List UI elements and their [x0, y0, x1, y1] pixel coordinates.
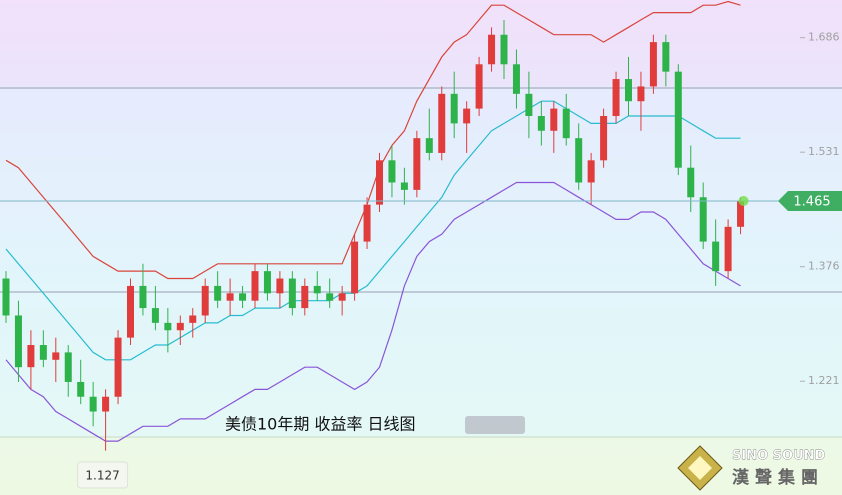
logo-en: SINO SOUND	[732, 449, 826, 464]
candle-body	[64, 352, 72, 382]
low-label: 1.127	[85, 469, 119, 483]
band-line	[5, 0, 741, 280]
candle-body	[338, 293, 346, 301]
candle-body	[500, 34, 508, 65]
candle-body	[400, 182, 408, 190]
candle-body	[475, 64, 483, 109]
candle-body	[263, 271, 271, 294]
chart-title: 美债10年期 收益率 日线图	[225, 415, 416, 434]
blur-box	[465, 416, 525, 434]
candle-body	[226, 293, 234, 301]
candle-body	[288, 278, 296, 309]
logo: SINO SOUND 漢聲集團	[677, 445, 826, 491]
y-tick-label: 1.686	[808, 31, 840, 44]
candle-body	[450, 93, 458, 124]
candle-body	[102, 396, 110, 412]
candle-body	[438, 93, 446, 153]
candle-body	[127, 285, 134, 338]
logo-zh: 漢聲集團	[732, 467, 824, 488]
candle-body	[89, 396, 97, 412]
candle-body	[612, 79, 620, 116]
candle-body	[139, 285, 147, 309]
candle-body	[201, 285, 209, 316]
y-tick-label: 1.531	[808, 145, 840, 158]
candle-body	[176, 322, 184, 331]
candle-body	[251, 271, 259, 301]
candle-body	[14, 315, 22, 368]
candle-body	[649, 42, 657, 87]
candle-body	[301, 285, 309, 309]
candle-body	[550, 108, 558, 131]
candle-body	[214, 285, 222, 301]
last-price-tag	[778, 190, 842, 211]
candle-body	[662, 42, 670, 72]
candle-body	[151, 308, 159, 323]
candle-body	[674, 71, 682, 168]
candle-body	[737, 200, 745, 227]
candle-body	[625, 79, 632, 102]
candle-body	[313, 285, 321, 294]
band-line	[5, 100, 741, 361]
candle-body	[587, 160, 595, 183]
candle-body	[575, 138, 583, 183]
candle-body	[27, 345, 35, 368]
candle-body	[114, 337, 122, 397]
candle-body	[488, 34, 496, 65]
last-price-label: 1.465	[793, 194, 830, 209]
candle-body	[77, 381, 85, 397]
candle-body	[326, 293, 334, 301]
candle-body	[463, 108, 471, 124]
candle-body	[189, 315, 197, 323]
last-price-dot	[738, 195, 749, 206]
candle-body	[351, 241, 359, 294]
candle-body	[363, 204, 371, 242]
candle-body	[512, 64, 520, 94]
candle-body	[164, 322, 172, 331]
candle-body	[413, 138, 421, 190]
candle-body	[425, 138, 433, 153]
candle-body	[52, 352, 60, 360]
candle-body	[712, 241, 720, 272]
candle-body	[276, 278, 284, 294]
y-tick-label: 1.376	[808, 260, 840, 273]
y-tick-label: 1.221	[808, 374, 840, 387]
low-label-box	[77, 461, 129, 489]
candle-body	[637, 86, 645, 102]
candle-body	[687, 167, 695, 198]
candle-body	[537, 115, 545, 131]
candle-body	[376, 160, 383, 205]
candle-body	[699, 197, 707, 242]
candle-body	[39, 345, 47, 360]
candle-body	[600, 115, 608, 161]
candle-body	[724, 226, 732, 272]
candle-body	[562, 108, 570, 139]
candle-body	[388, 160, 396, 183]
candle-body	[2, 278, 10, 316]
candle-body	[525, 93, 533, 116]
band-line	[5, 181, 741, 442]
candle-body	[239, 293, 247, 301]
